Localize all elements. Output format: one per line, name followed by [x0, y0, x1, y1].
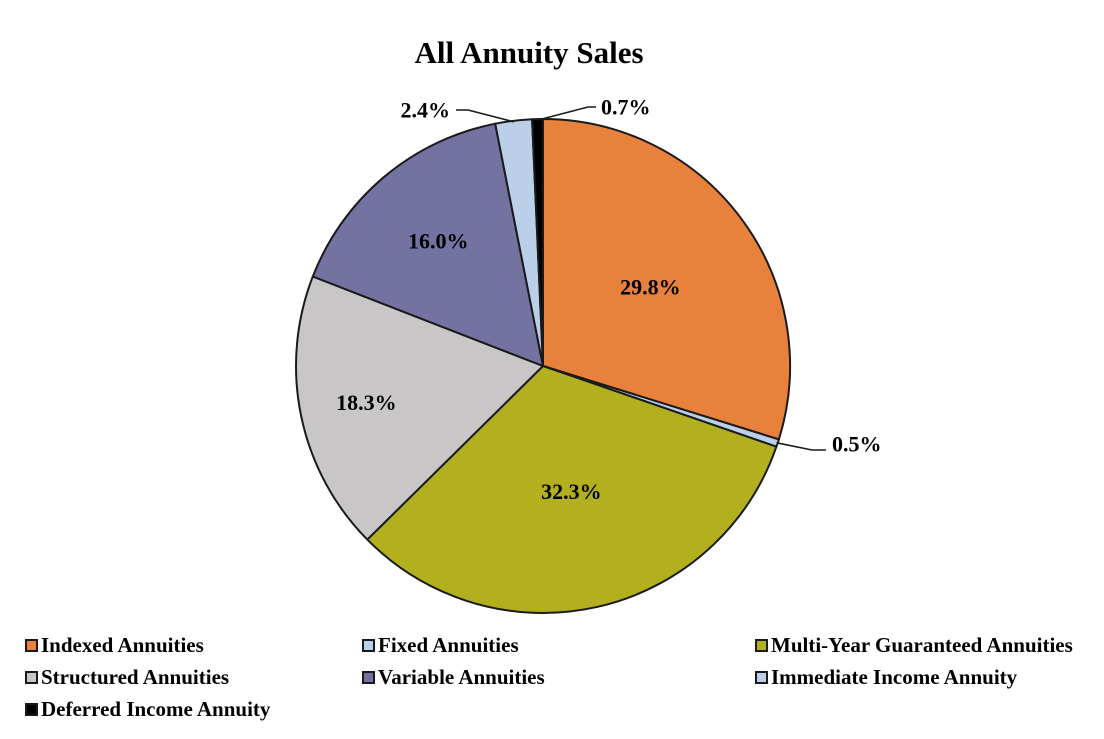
legend-swatch-variable-annuities — [362, 670, 375, 684]
leader-line-immediate-income-annuity — [456, 109, 514, 123]
slice-label-immediate-income-annuity: 2.4% — [401, 98, 451, 123]
legend-item-variable-annuities: Variable Annuities — [362, 661, 755, 693]
legend-item-indexed-annuities: Indexed Annuities — [25, 629, 362, 661]
legend-label: Indexed Annuities — [41, 632, 204, 657]
legend-swatch-multi-year-guaranteed-annuities — [755, 638, 768, 652]
legend-swatch-deferred-income-annuity — [25, 702, 38, 716]
legend-label: Deferred Income Annuity — [41, 696, 271, 721]
pie-slice-indexed-annuities — [542, 118, 792, 441]
legend-swatch-immediate-income-annuity — [755, 670, 768, 684]
legend-swatch-fixed-annuities — [362, 638, 375, 652]
slice-label-indexed-annuities: 29.8% — [620, 274, 681, 299]
leader-line-deferred-income-annuity — [537, 106, 596, 121]
legend-label: Fixed Annuities — [378, 632, 519, 657]
slice-label-fixed-annuities: 0.5% — [832, 432, 882, 457]
legend-swatch-structured-annuities — [25, 670, 38, 684]
slice-label-deferred-income-annuity: 0.7% — [601, 95, 651, 120]
leader-line-fixed-annuities — [776, 442, 826, 451]
legend-item-multi-year-guaranteed-annuities: Multi-Year Guaranteed Annuities — [755, 629, 1073, 661]
legend-label: Variable Annuities — [378, 664, 545, 689]
legend-label: Structured Annuities — [41, 664, 230, 689]
legend-item-fixed-annuities: Fixed Annuities — [362, 629, 755, 661]
pie-slice-multi-year-guaranteed-annuities — [366, 365, 778, 614]
slice-label-multi-year-guaranteed-annuities: 32.3% — [541, 479, 602, 504]
legend-swatch-indexed-annuities — [25, 638, 38, 652]
legend: Indexed Annuities Fixed Annuities Multi-Ye… — [25, 629, 1073, 725]
legend-label: Immediate Income Annuity — [771, 664, 1018, 689]
slice-label-variable-annuities: 16.0% — [408, 229, 469, 254]
slice-label-structured-annuities: 18.3% — [336, 390, 397, 415]
legend-item-immediate-income-annuity: Immediate Income Annuity — [755, 661, 1073, 693]
legend-label: Multi-Year Guaranteed Annuities — [771, 632, 1073, 657]
chart-title: All Annuity Sales — [414, 35, 644, 70]
legend-item-structured-annuities: Structured Annuities — [25, 661, 362, 693]
pie-slice-variable-annuities — [311, 122, 544, 367]
legend-item-deferred-income-annuity: Deferred Income Annuity — [25, 693, 362, 725]
